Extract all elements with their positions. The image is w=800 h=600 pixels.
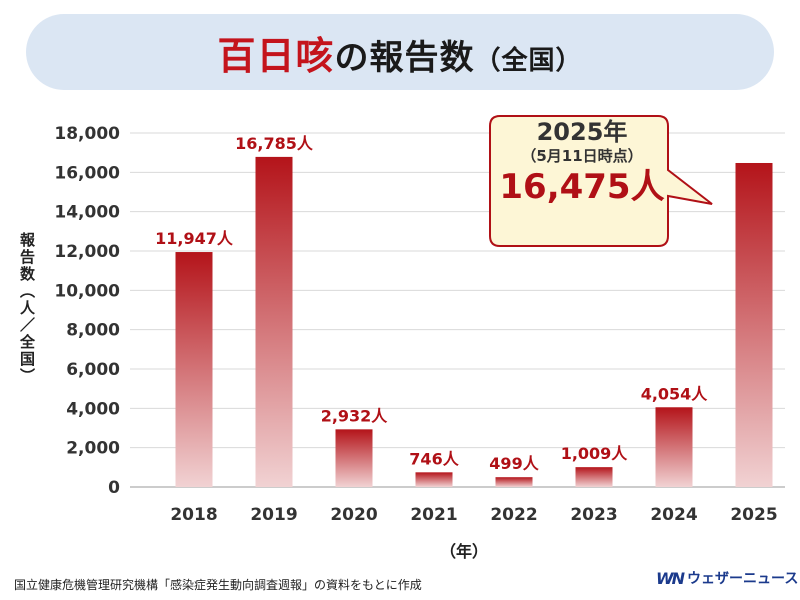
callout-box xyxy=(489,115,713,247)
title-rest: の報告数 xyxy=(334,37,475,78)
y-tick-label: 8,000 xyxy=(66,321,120,341)
callout-date: （5月11日時点） xyxy=(521,147,643,165)
bar-2018 xyxy=(175,252,213,487)
callout: 2025年 （5月11日時点） 16,475人 xyxy=(492,118,672,208)
callout-year: 2025年 xyxy=(536,118,628,146)
x-tick-label-2024: 2024 xyxy=(650,505,697,525)
y-tick-label: 16,000 xyxy=(54,163,120,183)
x-axis-ticks: 2018 2019 2020 2021 2022 2023 2024 2025 xyxy=(170,505,777,525)
data-label-2018: 11,947人 xyxy=(155,229,234,248)
data-label-2020: 2,932人 xyxy=(321,406,389,425)
data-label-2023: 1,009人 xyxy=(561,444,629,463)
data-label-2024: 4,054人 xyxy=(641,384,709,403)
bars xyxy=(175,156,773,487)
bar-2019 xyxy=(255,156,293,487)
y-axis-label: 報告数（人／全国） xyxy=(18,232,36,385)
x-tick-label-2021: 2021 xyxy=(410,505,457,525)
title-accent: 百日咳 xyxy=(217,33,335,78)
x-tick-label-2018: 2018 xyxy=(170,505,217,525)
y-tick-label: 0 xyxy=(108,478,120,498)
bar-2020 xyxy=(335,429,373,487)
chart-title: 百日咳の報告数（全国） xyxy=(217,25,582,80)
title-sub: （全国） xyxy=(474,45,583,76)
bar-2022 xyxy=(495,477,533,487)
data-label-2022: 499人 xyxy=(489,454,539,473)
brand-logo-icon: WN xyxy=(656,568,685,588)
callout-value: 16,475人 xyxy=(499,167,665,207)
brand: WN ウェザーニュース xyxy=(656,568,798,588)
bar-2023 xyxy=(575,467,613,487)
x-tick-label-2025: 2025 xyxy=(730,505,777,525)
data-label-2021: 746人 xyxy=(409,449,459,468)
y-tick-label: 14,000 xyxy=(54,203,120,223)
title-banner: 百日咳の報告数（全国） xyxy=(26,14,774,90)
bar-2024 xyxy=(655,407,693,487)
y-tick-label: 18,000 xyxy=(54,124,120,144)
data-label-2019: 16,785人 xyxy=(235,134,314,153)
bar-2021 xyxy=(415,472,453,487)
x-tick-label-2022: 2022 xyxy=(490,505,537,525)
x-axis-label: （年） xyxy=(440,542,489,561)
x-tick-label-2020: 2020 xyxy=(330,505,377,525)
y-tick-label: 2,000 xyxy=(66,439,120,459)
data-labels: 11,947人 16,785人 2,932人 746人 499人 1,009人 4,054人 xyxy=(155,134,708,473)
y-tick-label: 10,000 xyxy=(54,281,120,301)
source-note: 国立健康危機管理研究機構「感染症発生動向調査週報」の資料をもとに作成 xyxy=(14,578,422,592)
y-tick-label: 4,000 xyxy=(66,399,120,419)
brand-name: ウェザーニュース xyxy=(687,571,799,587)
y-tick-label: 12,000 xyxy=(54,242,120,262)
y-axis-ticks: 0 2,000 4,000 6,000 8,000 10,000 12,000 14,000 1… xyxy=(54,124,120,498)
bar-2025 xyxy=(735,162,773,487)
x-tick-label-2019: 2019 xyxy=(250,505,297,525)
y-tick-label: 6,000 xyxy=(66,360,120,380)
x-tick-label-2023: 2023 xyxy=(570,505,617,525)
